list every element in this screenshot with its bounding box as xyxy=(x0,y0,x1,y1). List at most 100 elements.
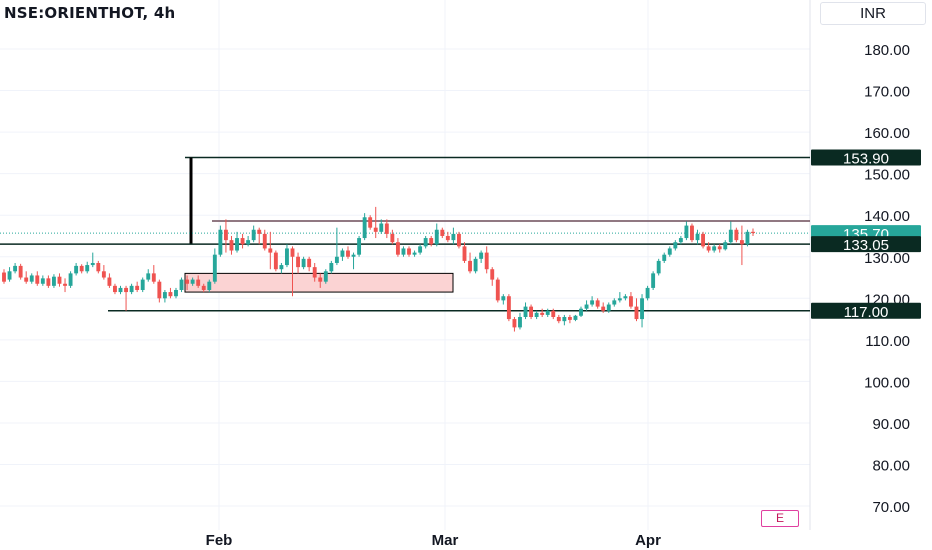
candle-body xyxy=(418,246,423,253)
candle-body xyxy=(246,240,251,245)
candle-body xyxy=(129,285,134,293)
candle-body xyxy=(257,229,262,234)
candle-body xyxy=(667,248,672,255)
candle-body xyxy=(340,250,345,257)
candle-body xyxy=(379,223,384,232)
candle-body xyxy=(390,233,395,243)
candle-body xyxy=(24,277,29,282)
candle-body xyxy=(329,262,334,272)
y-tick-label: 90.00 xyxy=(872,416,910,433)
candle-body xyxy=(79,265,84,272)
y-tick-label: 80.00 xyxy=(872,458,910,475)
y-tick-label: 130.00 xyxy=(864,250,910,267)
candle-body xyxy=(218,229,223,255)
candle-body xyxy=(212,254,217,282)
candle-body xyxy=(151,273,156,282)
candle-body xyxy=(728,229,733,243)
y-tick-label: 110.00 xyxy=(865,333,910,350)
candle-body xyxy=(490,269,495,280)
level-label-133-05: 133.05 xyxy=(843,237,889,254)
candle-body xyxy=(118,287,123,293)
x-tick-label: Feb xyxy=(206,532,233,549)
candle-body xyxy=(457,233,461,247)
level-label-117-00-bg xyxy=(811,302,921,319)
candle-body xyxy=(223,229,228,241)
candle-body xyxy=(628,296,633,307)
candle-body xyxy=(468,260,472,272)
candle-body xyxy=(662,254,667,261)
candle-body xyxy=(2,272,6,282)
candle-body xyxy=(201,285,206,290)
candle-body xyxy=(90,262,95,266)
candle-body xyxy=(68,273,73,286)
candle-body xyxy=(51,276,56,286)
candle-body xyxy=(395,242,400,255)
candle-body xyxy=(124,287,129,293)
candle-body xyxy=(606,304,611,311)
candle-body xyxy=(534,312,539,317)
candle-body xyxy=(739,240,744,245)
consolidation-box xyxy=(184,272,454,293)
candle-body xyxy=(423,238,428,247)
candle-body xyxy=(373,227,378,232)
candle-body xyxy=(162,292,167,299)
candle-body xyxy=(623,296,628,299)
candle-body xyxy=(13,265,18,272)
currency-selector[interactable]: INR xyxy=(820,2,926,25)
candle-body xyxy=(690,225,694,241)
candle-body xyxy=(651,273,656,288)
candle-body xyxy=(362,217,367,239)
events-button[interactable]: E xyxy=(761,510,799,527)
candle-body xyxy=(673,242,678,249)
y-tick-label: 100.00 xyxy=(864,374,910,391)
candle-body xyxy=(207,281,212,290)
candle-body xyxy=(190,279,195,284)
candle-body xyxy=(196,279,201,286)
candle-body xyxy=(495,279,500,301)
candle-body xyxy=(695,233,700,241)
candle-body xyxy=(179,279,184,290)
candle-body xyxy=(579,308,583,316)
candle-body xyxy=(384,223,389,234)
candle-body xyxy=(273,252,278,270)
candle-body xyxy=(645,287,650,299)
candle-body xyxy=(717,246,722,250)
y-tick-label: 180.00 xyxy=(864,42,910,59)
candle-body xyxy=(229,240,234,251)
candle-body xyxy=(573,315,578,320)
candle-body xyxy=(101,271,106,278)
y-tick-label: 70.00 xyxy=(872,499,910,516)
candle-body xyxy=(268,248,273,253)
level-label-117-00: 117.00 xyxy=(844,304,889,321)
x-tick-label: Apr xyxy=(635,532,661,549)
candle-body xyxy=(562,316,567,322)
candle-body xyxy=(445,235,450,241)
y-tick-label: 140.00 xyxy=(864,208,910,225)
candle-body xyxy=(96,262,101,272)
candle-body xyxy=(595,300,600,307)
candle-body xyxy=(484,252,489,270)
candle-body xyxy=(262,233,267,249)
candle-body xyxy=(135,285,140,290)
candle-body xyxy=(7,271,12,280)
candle-body xyxy=(678,238,683,243)
candle-body xyxy=(185,279,190,284)
symbol-title: NSE:ORIENTHOT, 4h xyxy=(4,4,176,22)
candle-body xyxy=(551,310,556,317)
candle-body xyxy=(751,231,755,234)
candle-body xyxy=(296,256,300,268)
candle-body xyxy=(556,316,561,322)
candle-body xyxy=(479,252,484,259)
candle-body xyxy=(501,296,506,301)
candle-body xyxy=(74,265,79,274)
candle-body xyxy=(85,265,90,272)
candle-body xyxy=(529,306,534,317)
candle-body xyxy=(540,312,545,315)
candle-body xyxy=(745,231,750,245)
candle-body xyxy=(368,217,373,228)
candle-body xyxy=(285,248,289,266)
candle-body xyxy=(584,304,589,309)
candle-body xyxy=(601,306,606,311)
candle-body xyxy=(512,319,517,328)
